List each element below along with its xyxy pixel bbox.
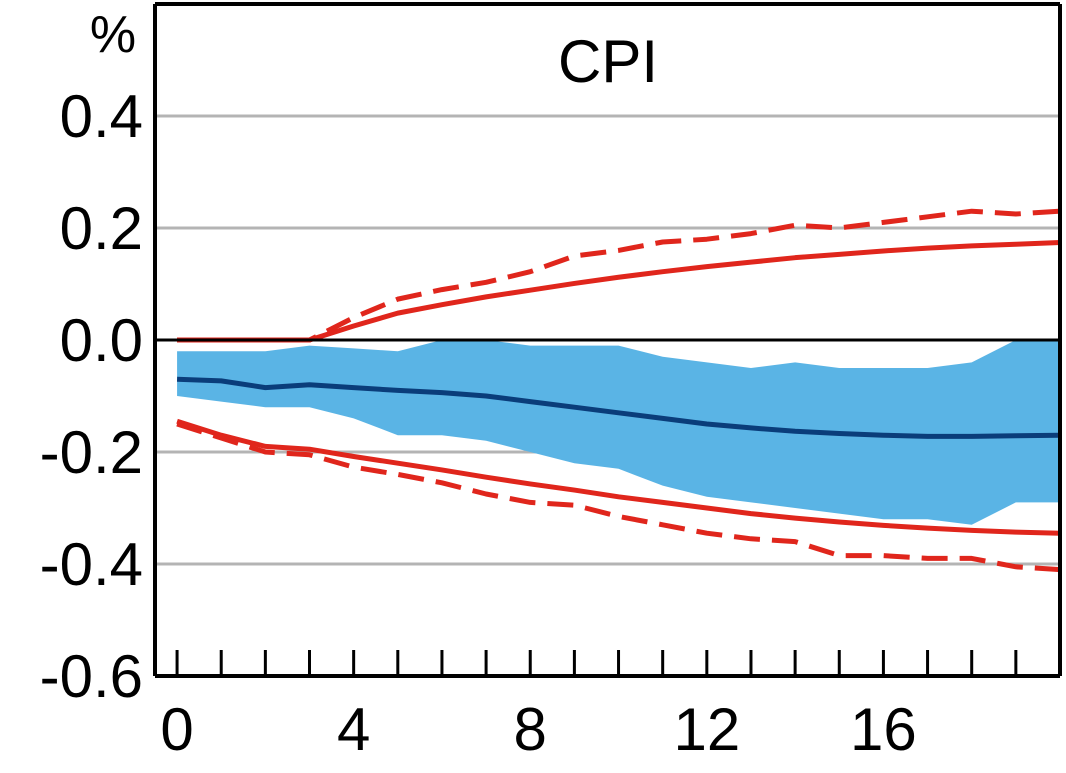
- series-line-upper-dashed: [177, 208, 1061, 343]
- series-line-upper-solid: [177, 240, 1061, 343]
- band-layer: [177, 340, 1060, 525]
- x-tick-label: 0: [160, 696, 193, 763]
- y-unit-label: %: [90, 6, 136, 64]
- label-layer: 0.4 0.2 0.0 -0.2 -0.4 -0.6 0 4 8 12 16: [40, 83, 917, 763]
- y-tick-label: 0.4: [60, 83, 143, 150]
- axis-layer: [153, 2, 1062, 678]
- x-tick-label: 8: [514, 696, 547, 763]
- y-tick-label: 0.0: [60, 307, 143, 374]
- series-line-median: [176, 376, 1061, 439]
- x-tick-label: 16: [850, 696, 917, 763]
- x-tick-label: 4: [337, 696, 370, 763]
- y-tick-label: -0.2: [40, 419, 143, 486]
- x-tick-label: 12: [673, 696, 740, 763]
- y-tick-label: 0.2: [60, 195, 143, 262]
- series-line-lower-dashed: [176, 421, 1061, 573]
- series-line-lower-solid: [176, 418, 1061, 536]
- series-layer: [176, 208, 1061, 573]
- y-tick-label: -0.6: [40, 643, 143, 710]
- confidence-band: [177, 340, 1060, 525]
- chart-title: CPI: [558, 28, 658, 95]
- y-tick-label: -0.4: [40, 531, 143, 598]
